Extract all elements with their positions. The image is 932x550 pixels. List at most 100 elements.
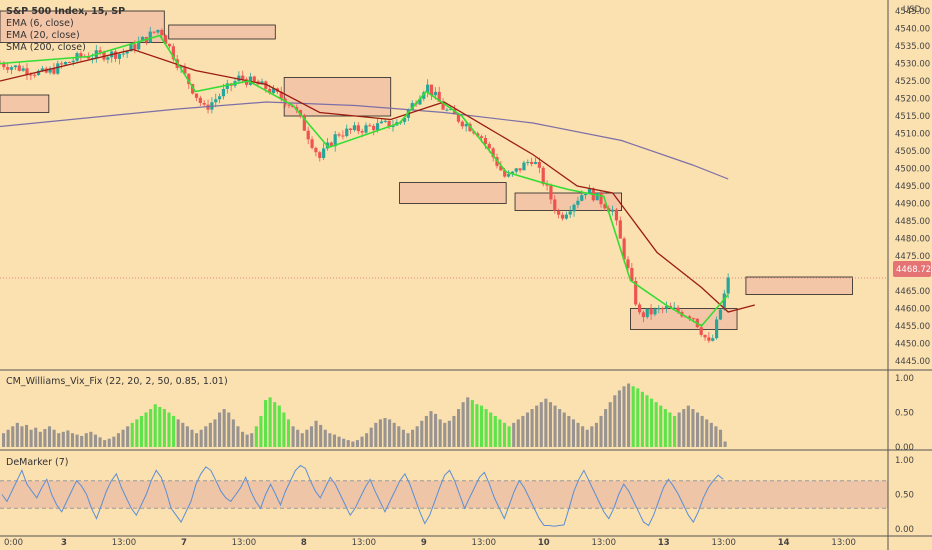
demarker-y-tick: 1.00	[895, 456, 914, 466]
vix-bar	[663, 409, 667, 447]
x-tick: 0:00	[4, 538, 23, 548]
candle-body	[71, 60, 75, 63]
vix-bar	[43, 429, 47, 447]
vix-bar	[342, 438, 346, 447]
vix-bar	[420, 420, 424, 447]
x-tick: 13:00	[472, 538, 497, 548]
price-y-tick: 4525.00	[895, 77, 930, 87]
supply-demand-zone	[514, 192, 622, 211]
candle-body	[202, 102, 206, 105]
candle-body	[653, 308, 657, 315]
vix-bar	[268, 397, 272, 447]
price-title: S&P 500 Index, 15, SP	[6, 6, 125, 17]
price-y-tick: 4520.00	[895, 95, 930, 105]
supply-demand-zone	[168, 24, 276, 40]
vix-bar	[231, 419, 235, 447]
vix-bar	[135, 419, 139, 447]
vix-bar	[116, 433, 120, 447]
candle-body	[418, 98, 422, 105]
candle-body	[715, 319, 719, 339]
candle-body	[610, 209, 615, 212]
candle-body	[129, 44, 133, 52]
vix-bar	[507, 426, 511, 447]
candle-body	[614, 209, 619, 221]
demarker-plot	[0, 464, 888, 527]
candle-body	[599, 193, 603, 205]
candle-body	[703, 334, 707, 338]
vix-bar	[130, 422, 134, 447]
candle-body	[67, 62, 71, 64]
candle-body	[426, 84, 430, 93]
candle-body	[302, 116, 306, 131]
candle-body	[688, 316, 692, 319]
candle-body	[661, 308, 665, 310]
candle-body	[33, 74, 37, 76]
vix-bars	[2, 383, 727, 447]
candle-body	[268, 88, 272, 93]
vix-bar	[300, 433, 304, 447]
candle-body	[460, 121, 464, 127]
vix-bar	[479, 405, 484, 447]
candle-body	[580, 195, 584, 201]
vix-bar	[84, 433, 88, 447]
candle-body	[310, 139, 314, 148]
candle-body	[48, 68, 52, 73]
vix-bar	[695, 412, 700, 447]
x-tick: 13:00	[592, 538, 617, 548]
price-y-tick: 4475.00	[895, 252, 930, 262]
vix-bar	[75, 434, 79, 447]
candle-body	[387, 120, 391, 128]
candle-body	[372, 125, 376, 131]
candle-body	[171, 46, 175, 60]
vix-bar	[686, 405, 690, 447]
candle-body	[63, 62, 68, 65]
vix-bar	[305, 429, 309, 447]
demarker-line	[1, 464, 724, 527]
vix-bar	[581, 426, 585, 447]
vix-bar	[259, 415, 263, 447]
x-tick: 13:00	[711, 538, 736, 548]
candle-body	[36, 70, 41, 75]
candle-body	[483, 137, 488, 145]
vix-bar	[149, 409, 153, 447]
vix-bar	[181, 422, 185, 447]
vix-bar	[567, 415, 571, 447]
candle-body	[557, 210, 561, 215]
vix-bar	[576, 422, 580, 447]
candle-body	[9, 67, 14, 70]
candle-body	[514, 168, 518, 172]
x-tick: 13:00	[112, 538, 137, 548]
legend-sma200: SMA (200, close)	[6, 42, 86, 53]
vix-bar	[677, 412, 681, 447]
vix-bar	[158, 406, 162, 447]
candle-body	[140, 36, 145, 42]
candle-body	[360, 131, 364, 133]
vix-bar	[475, 404, 479, 447]
price-y-tick: 4450.00	[895, 340, 930, 350]
vix-bar	[443, 422, 447, 447]
vix-y-tick: 1.00	[895, 374, 914, 384]
candle-body	[322, 148, 326, 158]
vix-bar	[691, 409, 695, 447]
candle-body	[306, 130, 310, 140]
candle-body	[60, 63, 64, 65]
vix-bar	[498, 419, 502, 447]
vix-bar	[654, 402, 658, 447]
price-y-tick: 4530.00	[895, 60, 930, 70]
candle-body	[537, 161, 541, 168]
vix-bar	[388, 419, 392, 447]
candle-body	[549, 185, 553, 200]
price-y-tick: 4515.00	[895, 112, 930, 122]
vix-bar	[461, 402, 465, 447]
vix-bar	[613, 395, 617, 447]
candle-body	[137, 41, 141, 50]
vix-bar	[401, 429, 405, 447]
candle-body	[21, 68, 25, 71]
vix-bar	[383, 418, 387, 447]
candle-body	[572, 204, 576, 212]
candle-body	[711, 338, 715, 341]
candle-body	[603, 204, 607, 209]
candle-body	[595, 193, 599, 201]
candle-body	[545, 184, 549, 186]
legend-ema20: EMA (20, close)	[6, 30, 80, 41]
